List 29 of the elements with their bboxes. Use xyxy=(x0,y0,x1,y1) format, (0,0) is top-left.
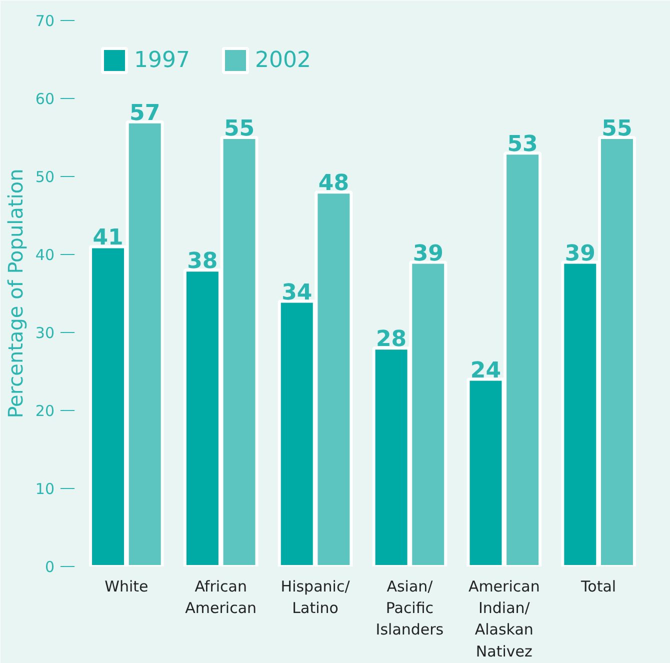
y-tick-label: 30 xyxy=(35,324,55,342)
data-label: 24 xyxy=(470,358,502,384)
x-tick-label: Asian/ Pacific Islanders xyxy=(376,578,444,639)
x-tick-label: Hispanic/ Latino xyxy=(280,578,351,618)
legend-label: 1997 xyxy=(134,48,190,72)
y-tick-label: 60 xyxy=(35,90,55,108)
x-tick-label: White xyxy=(104,578,148,596)
y-axis-title: Percentage of Population xyxy=(3,168,28,418)
legend-label: 2002 xyxy=(255,48,311,72)
data-label: 28 xyxy=(376,327,407,352)
data-label: 38 xyxy=(187,249,218,274)
data-label: 53 xyxy=(507,132,538,158)
data-label: 57 xyxy=(130,100,160,126)
data-label: 55 xyxy=(602,116,632,142)
data-label: 55 xyxy=(224,116,255,142)
y-tick-label: 10 xyxy=(35,480,55,498)
data-label: 41 xyxy=(92,226,124,251)
x-tick-label: African American xyxy=(185,578,257,618)
data-label: 39 xyxy=(412,241,444,266)
data-label: 48 xyxy=(318,171,350,196)
y-tick-label: 0 xyxy=(44,558,55,576)
data-label: 34 xyxy=(282,280,312,306)
y-tick-label: 20 xyxy=(35,402,55,420)
y-tick-label: 40 xyxy=(35,246,55,264)
data-label: 39 xyxy=(564,241,596,266)
y-tick-label: 70 xyxy=(35,12,55,30)
x-tick-label: Total xyxy=(580,578,616,596)
y-tick-label: 50 xyxy=(35,168,55,186)
x-tick-label: American Indian/ Alaskan Nativez xyxy=(468,578,540,660)
